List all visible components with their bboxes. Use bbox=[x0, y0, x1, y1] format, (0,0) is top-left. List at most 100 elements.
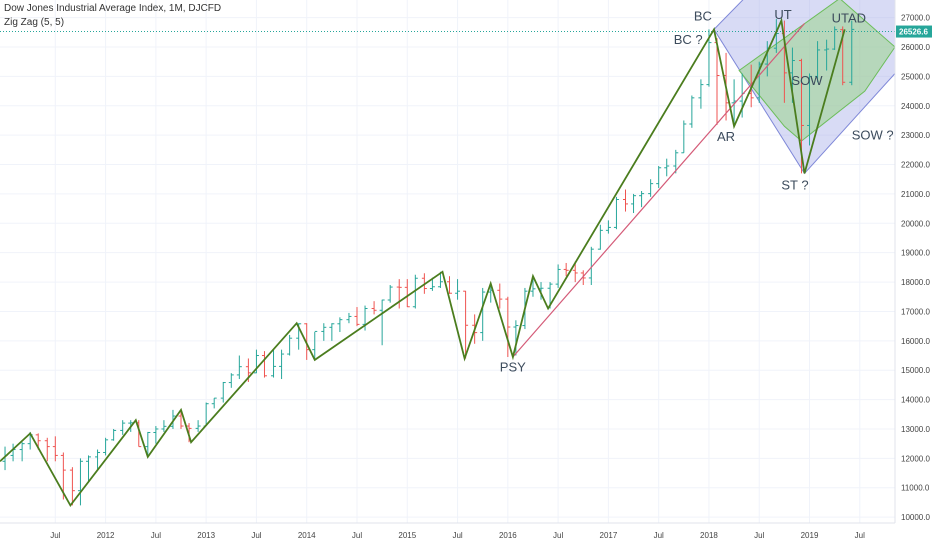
candle-97 bbox=[815, 41, 821, 83]
candle-31 bbox=[261, 351, 267, 378]
candle-11 bbox=[95, 449, 101, 471]
price-tick-label: 18000.0 bbox=[901, 278, 930, 287]
candle-26 bbox=[220, 381, 226, 403]
candle-101 bbox=[849, 20, 855, 86]
time-tick-label: Jul bbox=[452, 531, 462, 540]
time-tick-label: 2016 bbox=[499, 531, 517, 540]
candle-54 bbox=[455, 279, 461, 300]
candle-59 bbox=[497, 283, 503, 309]
candle-69 bbox=[580, 270, 586, 286]
price-tick-label: 16000.0 bbox=[901, 337, 930, 346]
time-tick-label: Jul bbox=[151, 531, 161, 540]
candle-23 bbox=[195, 420, 201, 432]
candle-13 bbox=[111, 428, 117, 441]
annotation-bc: BC bbox=[694, 9, 712, 24]
price-tick-label: 27000.0 bbox=[901, 14, 930, 23]
candle-19 bbox=[161, 420, 167, 432]
annotation-psy: PSY bbox=[500, 360, 526, 375]
candle-10 bbox=[85, 455, 91, 482]
candle-82 bbox=[689, 95, 695, 128]
candle-73 bbox=[613, 196, 619, 230]
time-tick-label: 2018 bbox=[700, 531, 718, 540]
time-tick-label: Jul bbox=[754, 531, 764, 540]
price-tick-label: 20000.0 bbox=[901, 219, 930, 228]
candle-38 bbox=[321, 323, 327, 341]
time-tick-label: 2019 bbox=[801, 531, 819, 540]
time-axis[interactable]: Jul 2012 Jul 2013 Jul 2014 Jul 2015 Jul 2016 Jul 20… bbox=[0, 522, 932, 550]
candle-77 bbox=[648, 179, 654, 197]
candle-2 bbox=[19, 442, 25, 462]
price-tick-label: 26000.0 bbox=[901, 43, 930, 52]
price-tick-label: 12000.0 bbox=[901, 454, 930, 463]
price-tick-label: 17000.0 bbox=[901, 307, 930, 316]
candle-80 bbox=[673, 149, 679, 174]
last-price-label: 26526.6 bbox=[899, 28, 928, 37]
price-tick-label: 22000.0 bbox=[901, 161, 930, 170]
annotation-bc: BC ? bbox=[674, 32, 703, 47]
candle-61 bbox=[513, 320, 519, 356]
grid-lines bbox=[0, 0, 895, 523]
time-tick-label: 2012 bbox=[97, 531, 115, 540]
candle-40 bbox=[337, 317, 343, 333]
price-tick-label: 10000.0 bbox=[901, 513, 930, 522]
candle-5 bbox=[44, 437, 50, 462]
candle-67 bbox=[563, 262, 569, 277]
drawing-lines bbox=[0, 17, 895, 508]
time-tick-label: Jul bbox=[50, 531, 60, 540]
candle-79 bbox=[664, 158, 670, 177]
candle-78 bbox=[656, 166, 662, 189]
time-axis-bg bbox=[0, 523, 932, 550]
candle-68 bbox=[572, 261, 578, 283]
indicator-label[interactable]: Zig Zag (5, 5) bbox=[4, 17, 65, 28]
price-tick-label: 15000.0 bbox=[901, 366, 930, 375]
price-tick-label: 25000.0 bbox=[901, 72, 930, 81]
candle-51 bbox=[429, 277, 435, 291]
candle-25 bbox=[211, 397, 217, 409]
price-tick-label: 11000.0 bbox=[901, 484, 930, 493]
candle-series bbox=[2, 19, 855, 506]
time-tick-label: Jul bbox=[251, 531, 261, 540]
candle-71 bbox=[597, 224, 603, 250]
candle-98 bbox=[824, 39, 830, 71]
time-tick-label: Jul bbox=[553, 531, 563, 540]
candle-12 bbox=[103, 437, 109, 456]
candle-75 bbox=[631, 193, 637, 214]
time-tick-label: 2013 bbox=[197, 531, 215, 540]
candle-55 bbox=[463, 290, 469, 359]
pitchfork-green bbox=[738, 0, 896, 142]
last-price-badge bbox=[896, 25, 932, 38]
price-axis-bg bbox=[895, 0, 932, 550]
candle-46 bbox=[387, 285, 393, 303]
zigzag-line bbox=[0, 17, 846, 508]
candle-41 bbox=[346, 312, 352, 324]
annotation-ar: AR bbox=[717, 129, 735, 144]
time-tick-label: Jul bbox=[654, 531, 664, 540]
candle-33 bbox=[279, 349, 285, 380]
candle-81 bbox=[681, 120, 687, 154]
candle-34 bbox=[287, 334, 293, 356]
candle-20 bbox=[170, 409, 176, 429]
price-tick-label: 13000.0 bbox=[901, 425, 930, 434]
candle-28 bbox=[236, 355, 242, 380]
annotation-sow: SOW bbox=[791, 73, 823, 88]
annotation-st: ST ? bbox=[781, 178, 808, 193]
price-tick-label: 21000.0 bbox=[901, 190, 930, 199]
price-axis[interactable]: 27000.0 26000.0 25000.0 24000.0 23000.0 22000… bbox=[894, 0, 932, 550]
candle-60 bbox=[505, 296, 511, 357]
annotation-utad: UTAD bbox=[832, 11, 866, 26]
candle-17 bbox=[145, 431, 151, 457]
candle-8 bbox=[69, 467, 75, 506]
candle-96 bbox=[807, 73, 813, 146]
candle-6 bbox=[52, 436, 58, 462]
candle-14 bbox=[120, 420, 126, 435]
candle-43 bbox=[362, 305, 368, 331]
candle-18 bbox=[153, 426, 159, 444]
time-tick-label: 2015 bbox=[398, 531, 416, 540]
candle-32 bbox=[271, 349, 277, 378]
candle-9 bbox=[77, 458, 83, 506]
candle-99 bbox=[832, 26, 838, 50]
candle-83 bbox=[698, 79, 704, 109]
time-tick-label: 2014 bbox=[298, 531, 316, 540]
candle-37 bbox=[312, 330, 318, 360]
